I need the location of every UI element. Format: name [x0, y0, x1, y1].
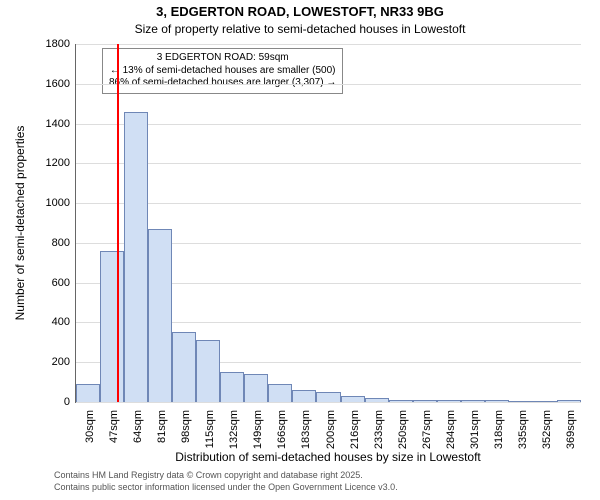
chart-title-sub: Size of property relative to semi-detach…	[0, 22, 600, 36]
histogram-bar	[437, 400, 461, 402]
attribution-line-1: Contains HM Land Registry data © Crown c…	[54, 470, 398, 482]
x-tick-label: 284sqm	[441, 410, 457, 449]
histogram-bar	[196, 340, 220, 402]
annotation-line-2: ← 13% of semi-detached houses are smalle…	[109, 65, 336, 78]
attribution-text: Contains HM Land Registry data © Crown c…	[54, 470, 398, 493]
chart-container: 3, EDGERTON ROAD, LOWESTOFT, NR33 9BG Si…	[0, 0, 600, 500]
x-tick-label: 216sqm	[345, 410, 361, 449]
histogram-bar	[148, 229, 172, 402]
x-tick-label: 81sqm	[152, 410, 168, 443]
y-tick-label: 0	[64, 396, 76, 408]
histogram-bar	[172, 332, 196, 402]
x-tick-label: 369sqm	[561, 410, 577, 449]
histogram-bar	[124, 112, 148, 402]
histogram-bar	[413, 400, 437, 402]
histogram-bar	[485, 400, 509, 402]
x-tick-label: 183sqm	[296, 410, 312, 449]
x-tick-label: 200sqm	[321, 410, 337, 449]
y-tick-label: 1400	[46, 118, 76, 130]
histogram-bar	[461, 400, 485, 402]
histogram-bar	[316, 392, 340, 402]
x-axis-label: Distribution of semi-detached houses by …	[175, 450, 481, 464]
histogram-bar	[100, 251, 124, 402]
x-tick-label: 115sqm	[200, 410, 216, 448]
chart-title-main: 3, EDGERTON ROAD, LOWESTOFT, NR33 9BG	[0, 4, 600, 19]
y-tick-label: 1800	[46, 38, 76, 50]
x-tick-label: 64sqm	[128, 410, 144, 443]
gridline	[76, 84, 581, 85]
histogram-bar	[268, 384, 292, 402]
x-tick-label: 166sqm	[272, 410, 288, 449]
attribution-line-2: Contains public sector information licen…	[54, 482, 398, 494]
x-tick-label: 47sqm	[104, 410, 120, 443]
y-tick-label: 200	[52, 356, 76, 368]
histogram-bar	[509, 401, 533, 402]
annotation-box: 3 EDGERTON ROAD: 59sqm ← 13% of semi-det…	[102, 48, 343, 94]
x-tick-label: 301sqm	[465, 410, 481, 449]
x-tick-label: 149sqm	[248, 410, 264, 449]
histogram-bar	[389, 400, 413, 402]
gridline	[76, 44, 581, 45]
plot-area: 3 EDGERTON ROAD: 59sqm ← 13% of semi-det…	[75, 44, 581, 403]
gridline	[76, 402, 581, 403]
x-tick-label: 98sqm	[176, 410, 192, 443]
y-tick-label: 800	[52, 237, 76, 249]
histogram-bar	[533, 401, 557, 402]
histogram-bar	[220, 372, 244, 402]
x-tick-label: 250sqm	[393, 410, 409, 449]
x-tick-label: 335sqm	[513, 410, 529, 449]
y-axis-label: Number of semi-detached properties	[13, 126, 27, 321]
gridline	[76, 163, 581, 164]
x-tick-label: 132sqm	[224, 410, 240, 449]
x-tick-label: 352sqm	[537, 410, 553, 449]
y-tick-label: 1600	[46, 78, 76, 90]
x-tick-label: 233sqm	[369, 410, 385, 449]
x-tick-label: 267sqm	[417, 410, 433, 449]
annotation-line-1: 3 EDGERTON ROAD: 59sqm	[109, 52, 336, 65]
x-tick-label: 30sqm	[80, 410, 96, 443]
y-tick-label: 1200	[46, 157, 76, 169]
gridline	[76, 203, 581, 204]
histogram-bar	[365, 398, 389, 402]
histogram-bar	[292, 390, 316, 402]
histogram-bar	[76, 384, 100, 402]
y-tick-label: 1000	[46, 197, 76, 209]
y-tick-label: 600	[52, 277, 76, 289]
histogram-bar	[244, 374, 268, 402]
x-tick-label: 318sqm	[489, 410, 505, 449]
y-tick-label: 400	[52, 316, 76, 328]
histogram-bar	[557, 400, 581, 402]
histogram-bar	[341, 396, 365, 402]
property-marker-line	[117, 44, 119, 402]
gridline	[76, 124, 581, 125]
